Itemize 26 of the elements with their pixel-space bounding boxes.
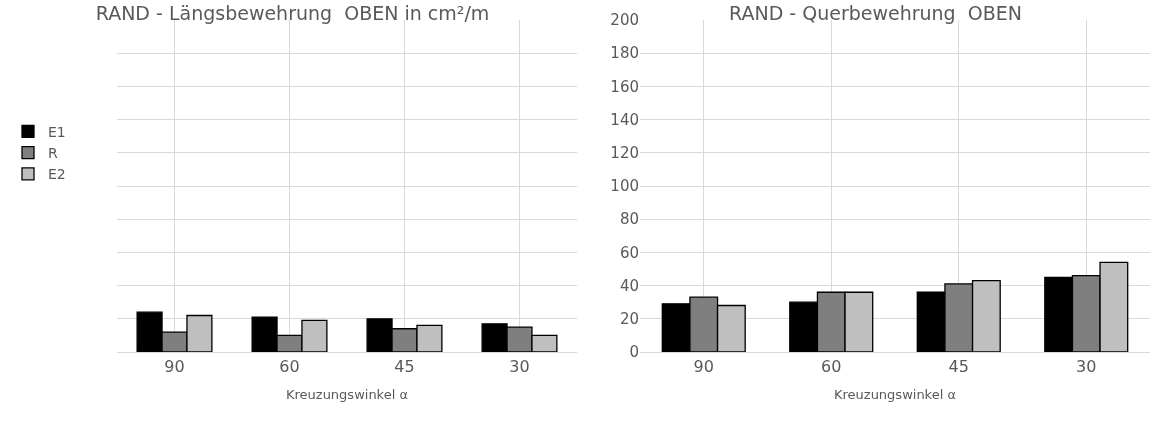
y-tick-label: 120 (610, 144, 639, 163)
legend-label: E2 (48, 166, 66, 183)
legend-label: R (48, 145, 58, 162)
y-tick-label: 60 (619, 243, 639, 262)
y-tick-label: 40 (619, 276, 639, 295)
x-axis-title: Kreuzungswinkel α (285, 386, 409, 402)
y-tick-label: 20 (619, 310, 639, 329)
legend-label: E1 (48, 123, 66, 140)
y-tick-label: 200 (610, 11, 639, 30)
y-tick-label: 140 (610, 110, 639, 129)
y-tick-label: 100 (610, 177, 639, 196)
x-tick-label: 60 (279, 357, 300, 377)
y-tick-label: 180 (610, 44, 639, 63)
x-tick-label: 90 (164, 357, 185, 377)
x-axis-title: Kreuzungswinkel α (833, 386, 957, 402)
chart-title: RAND - Querbewehrung OBEN (729, 1, 1022, 24)
y-tick-label: 0 (629, 343, 639, 362)
x-tick-label: 30 (1076, 357, 1097, 377)
y-tick-label: 160 (610, 77, 639, 96)
y-tick-label: 80 (619, 210, 639, 229)
x-tick-label: 30 (509, 357, 530, 377)
chart-title: RAND - Längsbewehrung OBEN in cm²/m (95, 1, 490, 24)
x-tick-label: 45 (948, 357, 969, 377)
x-tick-label: 90 (693, 357, 714, 377)
x-tick-label: 60 (821, 357, 842, 377)
x-tick-label: 45 (394, 357, 415, 377)
